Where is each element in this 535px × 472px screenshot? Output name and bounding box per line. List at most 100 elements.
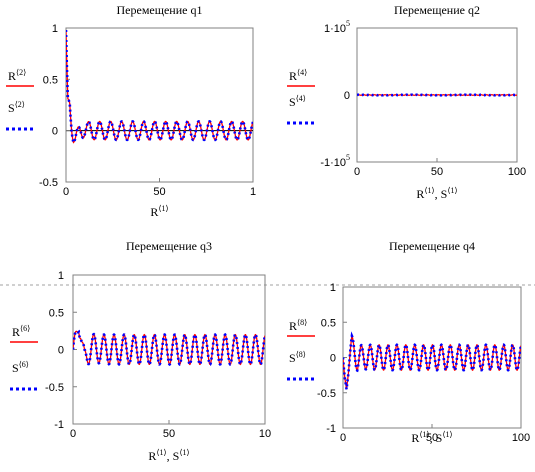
x-axis-label: R⟨1⟩ [150, 204, 168, 219]
y-tick-label: 1 [52, 23, 58, 35]
legend-label-s: S⟨8⟩ [289, 350, 306, 365]
y-tick-text: -0.5 [39, 177, 58, 189]
chart-title: Перемещение q4 [389, 239, 475, 253]
y-tick-text: 0 [344, 90, 350, 102]
x-axis-label-sup: ⟨1⟩ [156, 448, 166, 457]
x-axis-label-sup: ⟨1⟩ [424, 186, 434, 195]
x-tick-label: 100 [512, 432, 530, 444]
series-s-line [66, 30, 253, 145]
y-tick-text: -0.5 [317, 388, 336, 400]
chart-title: Перемещение q2 [394, 3, 480, 17]
legend-s-sup: ⟨2⟩ [15, 100, 25, 109]
legend-s-main: S [289, 95, 296, 109]
x-tick-label: 10 [259, 428, 271, 440]
legend-label-r: R⟨6⟩ [12, 324, 30, 339]
y-tick-label: 0.5 [43, 74, 58, 86]
x-axis-label-main: R [416, 187, 424, 201]
legend-label-s: S⟨6⟩ [12, 360, 29, 375]
y-tick-exponent: 5 [346, 153, 350, 162]
chart-title: Перемещение q1 [117, 3, 203, 17]
y-tick-label: 0.5 [49, 307, 64, 319]
x-axis-label-extra-sup: ⟨1⟩ [447, 186, 457, 195]
y-tick-label: 0 [52, 126, 58, 138]
y-tick-label: 1·105 [324, 19, 350, 35]
legend-label-r: R⟨4⟩ [289, 68, 307, 83]
legend-s-main: S [289, 351, 296, 365]
x-axis-label: R⟨1⟩, S⟨1⟩ [416, 186, 457, 201]
y-tick-label: -1 [54, 419, 64, 431]
legend-label-s: S⟨4⟩ [289, 94, 306, 109]
legend-r-sup: ⟨2⟩ [16, 68, 26, 77]
x-axis-label-main: R [411, 431, 419, 445]
x-axis-label-main: R [148, 449, 156, 463]
y-tick-label: -1 [326, 423, 336, 435]
legend-r-sup: ⟨4⟩ [297, 68, 307, 77]
chart-title: Перемещение q3 [126, 239, 212, 253]
legend-label-s: S⟨2⟩ [8, 100, 25, 115]
series-r-line [66, 30, 253, 144]
x-tick-label: 0 [70, 428, 76, 440]
y-tick-label: -0.5 [39, 177, 58, 189]
y-tick-text: 1·10 [324, 23, 346, 35]
legend-r-main: R [12, 325, 20, 339]
y-tick-text: 1 [58, 270, 64, 282]
plot-frame [342, 286, 522, 429]
x-axis-label: R⟨1⟩, S⟨1⟩ [148, 448, 189, 463]
x-tick-label: 0 [340, 432, 346, 444]
x-tick-label: 0 [354, 166, 360, 178]
legend-r-main: R [8, 69, 16, 83]
x-tick-label: 50 [153, 186, 165, 198]
plot-frame [65, 27, 254, 183]
x-axis-label-extra-sup: ⟨1⟩ [179, 448, 189, 457]
y-tick-text: 0 [52, 126, 58, 138]
y-tick-text: 0 [330, 353, 336, 365]
series-s-line [357, 93, 517, 97]
series-s-line [73, 329, 265, 367]
legend-r-main: R [289, 69, 297, 83]
y-tick-label: -0.5 [45, 382, 64, 394]
x-axis-label-sup: ⟨1⟩ [158, 204, 168, 213]
y-tick-label: 0.5 [321, 317, 336, 329]
y-tick-text: 1 [52, 23, 58, 35]
legend-s-main: S [8, 101, 15, 115]
legend-label-r: R⟨2⟩ [8, 68, 26, 83]
y-tick-text: 0.5 [43, 74, 58, 86]
y-tick-text: 0.5 [321, 317, 336, 329]
legend-s-main: S [12, 361, 19, 375]
x-axis-label-sup: ⟨1⟩ [419, 430, 429, 439]
x-axis-label: R⟨1⟩, S⟨1⟩ [411, 430, 452, 445]
x-tick-label: 50 [163, 428, 175, 440]
y-tick-text: -1·10 [320, 157, 346, 169]
legend-label-r: R⟨8⟩ [289, 318, 307, 333]
legend-s-sup: ⟨6⟩ [19, 360, 29, 369]
x-tick-label: 50 [431, 166, 443, 178]
y-tick-text: 0 [58, 345, 64, 357]
chart-panel-q3: Перемещение q3 1 0.5 0 -0.5 -1 0 50 10 R⟨1⟩, S⟨1⟩… [10, 239, 271, 463]
x-tick-label: 0 [63, 186, 69, 198]
y-tick-text: -1 [54, 419, 64, 431]
y-tick-label: 1 [330, 282, 336, 294]
series-s-line [343, 331, 521, 390]
legend-s-sup: ⟨8⟩ [296, 350, 306, 359]
x-axis-label-extra: , S [435, 187, 448, 201]
y-tick-text: 1 [330, 282, 336, 294]
x-axis-label-extra: , S [430, 431, 443, 445]
y-tick-label: -1·105 [320, 153, 350, 169]
legend-r-main: R [289, 319, 297, 333]
y-tick-label: 0 [58, 345, 64, 357]
y-tick-label: 1 [58, 270, 64, 282]
y-tick-label: -0.5 [317, 388, 336, 400]
y-tick-label: 0 [330, 353, 336, 365]
y-tick-text: 0.5 [49, 307, 64, 319]
y-tick-text: -1 [326, 423, 336, 435]
x-axis-label-extra-sup: ⟨1⟩ [442, 430, 452, 439]
y-tick-text: -0.5 [45, 382, 64, 394]
legend-r-sup: ⟨6⟩ [20, 324, 30, 333]
legend-r-sup: ⟨8⟩ [297, 318, 307, 327]
y-tick-label: 0 [344, 90, 350, 102]
x-tick-label: 100 [508, 166, 526, 178]
